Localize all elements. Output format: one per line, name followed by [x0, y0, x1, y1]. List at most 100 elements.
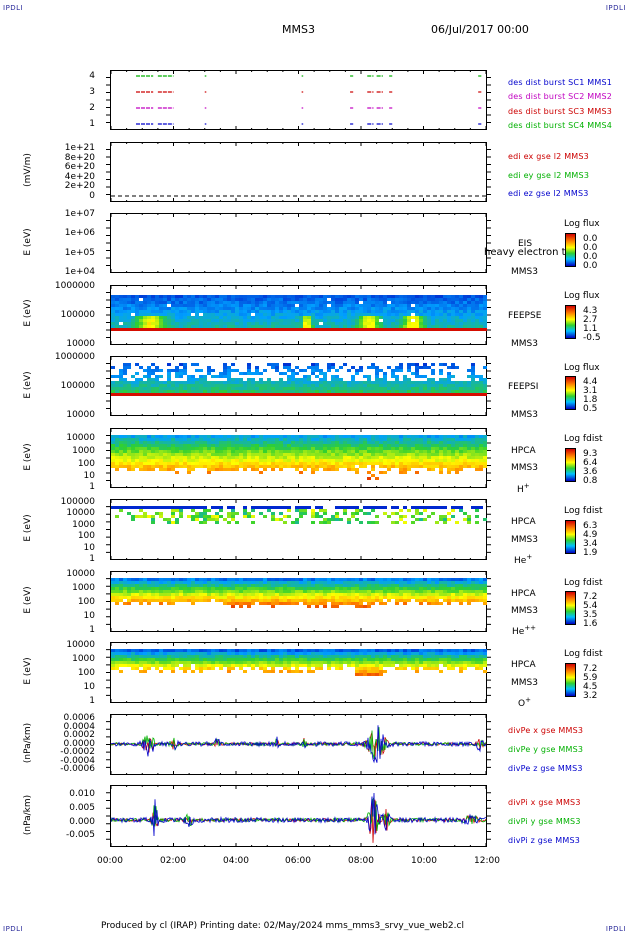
spectrogram-cell [187, 378, 191, 381]
spectrogram-cell [159, 468, 163, 471]
spectrogram-cell [435, 450, 439, 453]
spectrogram-cell [383, 322, 387, 325]
spectrogram-cell [423, 590, 427, 593]
spectrogram-cell [419, 584, 423, 587]
spectrogram-cell [287, 378, 291, 381]
spectrogram-cell [407, 453, 411, 456]
spectrogram-cell [435, 578, 439, 581]
spectrogram-cell [123, 655, 127, 658]
spectrogram-cell [371, 295, 375, 298]
spectrogram-cell [183, 444, 187, 447]
spectrogram-cell [175, 307, 179, 310]
spectrogram-cell [287, 444, 291, 447]
spectrogram-cell [223, 453, 227, 456]
spectrogram-cell [307, 390, 311, 393]
spectrogram-cell [275, 599, 279, 602]
spectrogram-cell [231, 378, 235, 381]
spectrogram-cell [291, 381, 295, 384]
spectrogram-cell [111, 295, 115, 298]
spectrogram-cell [327, 596, 331, 599]
spectrogram-cell [463, 459, 467, 462]
spectrogram-cell [359, 509, 363, 512]
spectrogram-cell [471, 578, 475, 581]
spectrogram-cell [147, 304, 151, 307]
spectrogram-cell [123, 578, 127, 581]
spectrogram-cell [323, 578, 327, 581]
spectrogram-cell [419, 301, 423, 304]
spectrogram-cell [479, 468, 483, 471]
spectrogram-cell [119, 664, 123, 667]
spectrogram-cell [143, 590, 147, 593]
spectrogram-cell [139, 384, 143, 387]
spectrogram-cell [327, 322, 331, 325]
spectrogram-cell [255, 599, 259, 602]
spectrogram-cell [307, 384, 311, 387]
spectrogram-cell [399, 369, 403, 372]
spectrogram-cell [295, 509, 299, 512]
spectrogram-cell [123, 438, 127, 441]
spectrogram-cell [299, 578, 303, 581]
spectrogram-cell [191, 298, 195, 301]
spectrogram-cell [391, 506, 395, 509]
spectrogram-cell [451, 313, 455, 316]
spectrogram-cell [239, 652, 243, 655]
spectrogram-cell [211, 468, 215, 471]
spectrogram-cell [447, 450, 451, 453]
spectrogram-cell [147, 441, 151, 444]
spectrogram-cell [255, 596, 259, 599]
spectrogram-cell [371, 441, 375, 444]
spectrogram-cell [327, 587, 331, 590]
spectrogram-cell [399, 590, 403, 593]
spectrogram-cell [343, 307, 347, 310]
spectrogram-cell [451, 295, 455, 298]
spectrogram-cell [375, 375, 379, 378]
spectrogram-cell [279, 310, 283, 313]
spectrogram-cell [455, 578, 459, 581]
spectrogram-cell [415, 599, 419, 602]
spectrogram-cell [475, 590, 479, 593]
spectrogram-cell [203, 664, 207, 667]
spectrogram-cell [243, 649, 247, 652]
spectrogram-cell [175, 444, 179, 447]
spectrogram-cell [287, 456, 291, 459]
spectrogram-cell [135, 298, 139, 301]
spectrogram-cell [451, 325, 455, 328]
spectrogram-cell [275, 447, 279, 450]
spectrogram-cell [183, 465, 187, 468]
spectrogram-cell [227, 459, 231, 462]
spectrogram-cell [139, 581, 143, 584]
spectrogram-cell [419, 295, 423, 298]
spectrogram-cell [375, 328, 379, 331]
spectrogram-cell [359, 456, 363, 459]
spectrogram-cell [411, 596, 415, 599]
spectrogram-cell [211, 456, 215, 459]
spectrogram-cell [171, 602, 175, 605]
spectrogram-cell [251, 387, 255, 390]
spectrogram-cell [463, 387, 467, 390]
spectrogram-cell [415, 450, 419, 453]
spectrogram-cell [311, 298, 315, 301]
spectrogram-cell [215, 658, 219, 661]
spectrogram-cell [231, 310, 235, 313]
spectrogram-cell [279, 593, 283, 596]
spectrogram-cell [419, 310, 423, 313]
spectrogram-cell [223, 438, 227, 441]
spectrogram-cell [347, 307, 351, 310]
spectrogram-cell [455, 506, 459, 509]
spectrogram-cell [267, 390, 271, 393]
spectrogram-cell [207, 593, 211, 596]
spectrogram-cell [483, 438, 487, 441]
spectrogram-cell [131, 319, 135, 322]
spectrogram-cell [143, 584, 147, 587]
spectrogram-cell [215, 307, 219, 310]
spectrogram-cell [111, 298, 115, 301]
spectrogram-cell [259, 298, 263, 301]
spectrogram-cell [303, 319, 307, 322]
spectrogram-cell [179, 369, 183, 372]
spectrogram-cell [119, 456, 123, 459]
spectrogram-cell [327, 307, 331, 310]
spectrogram-cell [303, 593, 307, 596]
spectrogram-cell [387, 599, 391, 602]
spectrogram-cell [375, 381, 379, 384]
spectrogram-cell [263, 298, 267, 301]
